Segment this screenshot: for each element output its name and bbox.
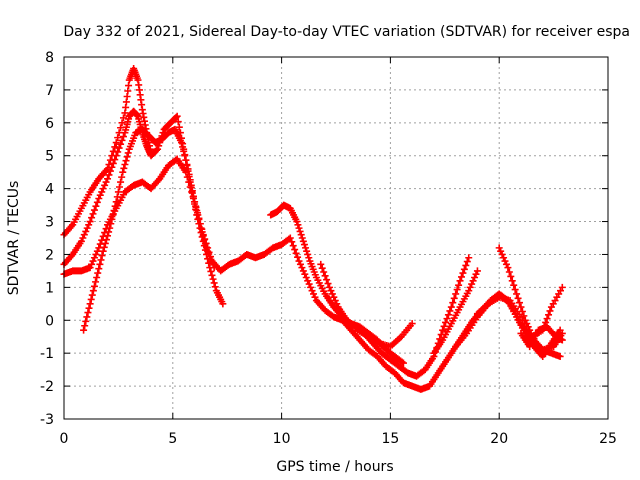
series-markers: [80, 125, 218, 334]
x-tick-label: 20: [490, 431, 508, 447]
plot-frame: [63, 56, 609, 420]
y-tick-label: 7: [45, 83, 54, 99]
x-tick-label: 10: [273, 431, 291, 447]
y-tick-label: 1: [45, 280, 54, 296]
y-tick-label: 6: [45, 116, 54, 132]
y-tick-label: -3: [40, 412, 54, 428]
y-tick-label: 2: [45, 247, 54, 263]
x-tick-label: 5: [168, 431, 177, 447]
series-track-4: [80, 125, 218, 334]
chart-title: Day 332 of 2021, Sidereal Day-to-day VTE…: [63, 24, 630, 40]
x-tick-label: 15: [381, 431, 399, 447]
x-axis-ticks: 0 5 10 15 20 25: [60, 57, 617, 447]
data-series: [60, 65, 566, 393]
series-track-1: [60, 65, 155, 239]
y-axis-label: SDTVAR / TECUs: [6, 181, 22, 296]
x-tick-label: 25: [599, 431, 617, 447]
y-tick-label: 4: [45, 182, 54, 198]
series-track-5: [267, 201, 407, 367]
series-markers: [60, 65, 155, 239]
y-tick-label: 0: [45, 313, 54, 329]
series-track-2: [60, 107, 227, 308]
series-markers: [430, 267, 481, 357]
y-tick-label: 8: [45, 50, 54, 66]
y-axis-ticks: -3 -2 -1 0 1 2 3 4 5 6 7 8: [40, 50, 608, 428]
y-tick-label: -1: [40, 346, 54, 362]
x-tick-label: 0: [60, 431, 69, 447]
series-markers: [354, 320, 416, 351]
grid-lines: [64, 57, 608, 419]
x-axis-label: GPS time / hours: [276, 459, 393, 475]
series-track-8: [430, 267, 481, 357]
series-track-7: [354, 320, 416, 351]
series-markers: [517, 323, 566, 351]
y-tick-label: 3: [45, 215, 54, 231]
y-tick-label: -2: [40, 379, 54, 395]
series-markers: [267, 201, 407, 367]
series-track-12: [517, 323, 566, 351]
y-tick-label: 5: [45, 149, 54, 165]
series-markers: [60, 107, 227, 308]
